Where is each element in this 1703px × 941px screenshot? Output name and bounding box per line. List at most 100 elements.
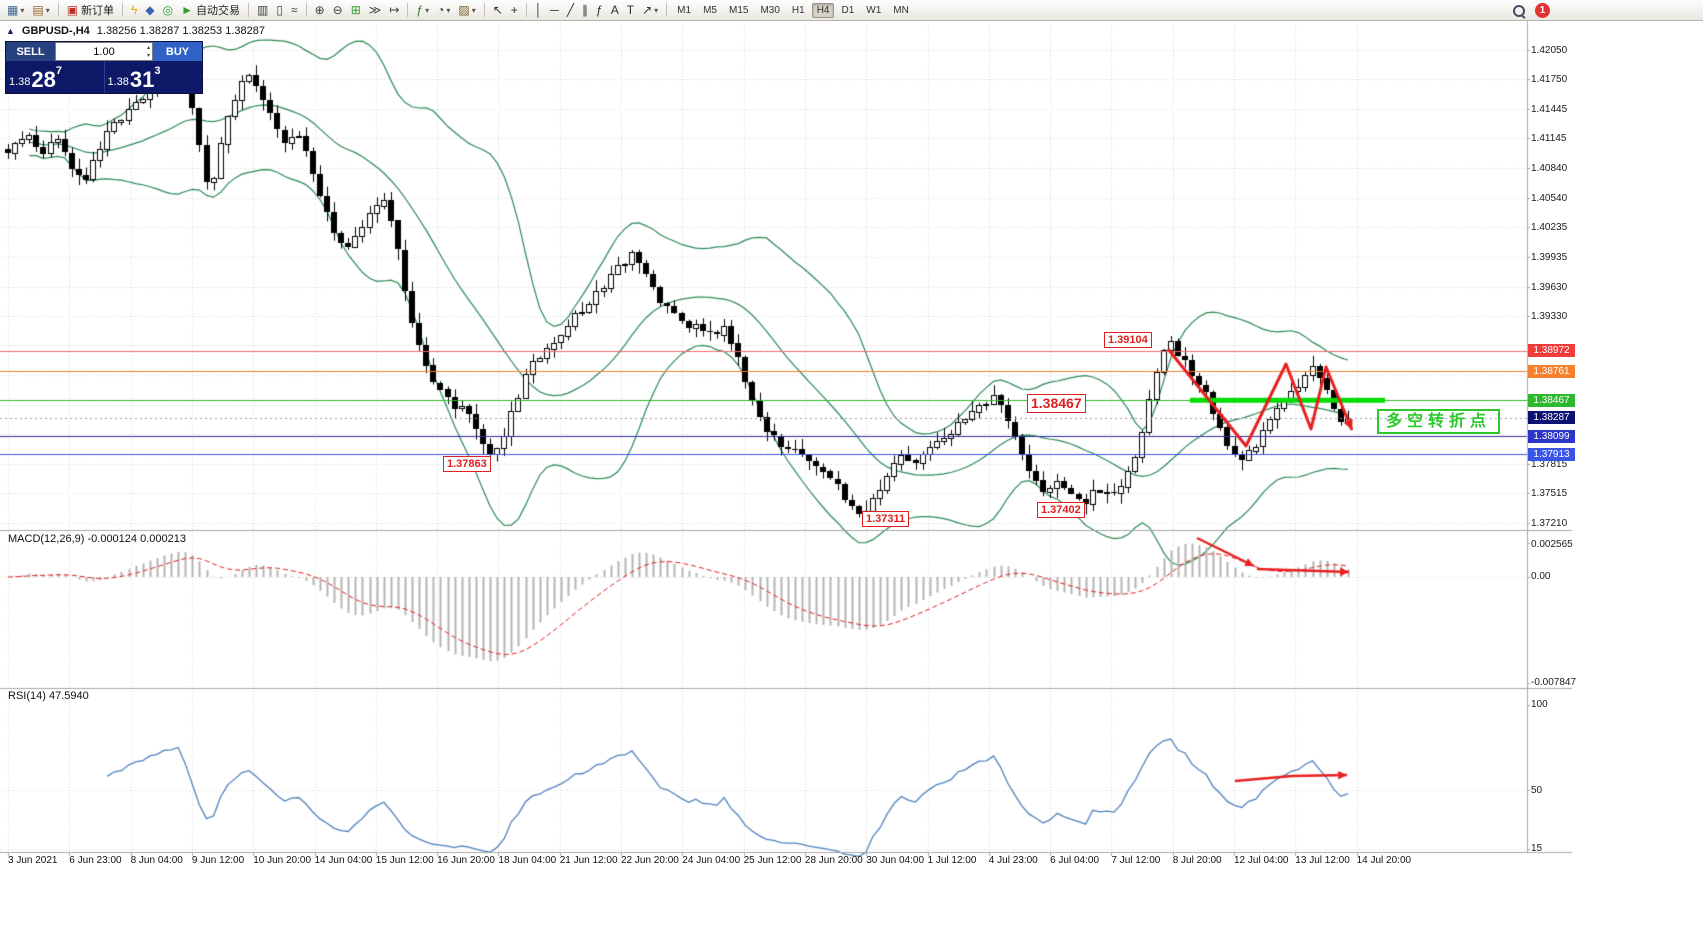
dropdown-caret-icon: ▾ [20,5,25,15]
new-order-button[interactable]: ▣ 新订单 [64,2,117,19]
timeframe-m30-button[interactable]: M30 [760,4,780,16]
fibonacci-icon[interactable]: ƒ [593,2,606,19]
price-annotation: 1.38467 [1027,394,1086,413]
price-axis-tick: 1.40235 [1531,222,1568,234]
timeframe-mn-button[interactable]: MN [893,4,909,16]
toolbar-separator [525,3,527,17]
sell-price-prefix: 1.38 [9,76,31,88]
text-icon[interactable]: T [624,2,637,19]
macd-values: -0.000124 0.000213 [87,533,186,545]
horizontal-line-icon[interactable]: ─ [547,2,562,19]
dropdown-caret-icon: ▾ [425,5,430,15]
price-axis-tick: 1.41750 [1531,74,1568,86]
new-order-button-label: 新订单 [81,5,115,17]
dropdown-caret-icon: ▾ [471,5,476,15]
macd-scale-label: -0.007847 [1531,677,1577,688]
timeframe-h1-button[interactable]: H1 [791,4,805,16]
timeframe-h4-button[interactable]: H4 [811,2,835,18]
collapse-trade-panel-icon[interactable]: ▲ [6,26,15,36]
time-axis-label: 22 Jun 20:00 [621,855,679,866]
trade-prices-row: 1.38 28 7 1.38 31 3 [6,61,202,93]
vertical-line-icon[interactable]: │ [532,2,546,19]
market-watch-icon[interactable]: ◆ [142,2,157,19]
buy-price-display[interactable]: 1.38 31 3 [103,61,203,93]
macd-scale-label: 0.00 [1531,571,1551,582]
auto-scroll-icon[interactable]: ≫ [366,2,385,19]
time-axis-label: 18 Jun 04:00 [498,855,557,866]
zoom-in-icon[interactable]: ⊕ [312,2,328,19]
timeframe-w1-button[interactable]: W1 [866,4,882,16]
toolbar-items: ▦ ▾ ▤ ▾ ▣ 新订单 ϟ ◆ ◎ ► 自动交易 ▥ ▯ ≈ ⊕ ⊖ ⊞ ≫ ↦ ƒ ▾ ◔ ▾ ▨ ▾ ↖ + │ ─ ╱ ∥ ƒ A T ↗… [3,0,915,21]
profiles-icon[interactable]: ▤ ▾ [29,2,52,19]
macd-indicator-label: MACD(12,26,9) -0.000124 0.000213 [8,533,186,545]
cursor-icon[interactable]: ↖ [490,2,506,19]
auto-scroll-icon: ≫ [368,3,382,17]
trendline-icon: ╱ [566,3,575,17]
sell-button[interactable]: SELL [6,42,55,61]
volume-spinner[interactable]: ▴ ▾ [147,44,150,60]
info-icon[interactable]: ◎ [160,2,176,19]
time-axis-label: 9 Jun 12:00 [191,855,245,866]
tile-windows-icon[interactable]: ⊞ [348,2,364,19]
price-tag: 1.38287 [1528,411,1575,425]
crosshair-icon[interactable]: + [508,2,521,19]
sell-price-big: 28 [31,67,56,92]
toolbar-right: 1 [1512,3,1550,18]
price-axis-tick: 1.37210 [1531,518,1568,529]
chart-header: ▲ GBPUSD-,H4 1.38256 1.38287 1.38253 1.3… [6,25,265,37]
periods-icon[interactable]: ◔ ▾ [434,2,453,19]
buy-price-prefix: 1.38 [107,76,129,88]
timeframe-d1-button[interactable]: D1 [841,4,855,16]
templates-icon: ▨ [458,3,470,17]
fibonacci-icon: ƒ [596,3,603,17]
new-chart-icon[interactable]: ▦ ▾ [4,2,27,19]
price-axis-tick: 1.40840 [1531,163,1568,175]
sell-price-display[interactable]: 1.38 28 7 [6,61,104,93]
lightning-icon[interactable]: ϟ [128,2,140,19]
text-label-icon[interactable]: A [608,2,622,19]
volume-input[interactable]: 1.00 ▴ ▾ [55,42,153,61]
auto-trading-icon: ► [181,3,194,17]
timeframe-m15-button[interactable]: M15 [728,4,749,16]
templates-icon[interactable]: ▨ ▾ [455,2,478,19]
price-axis-tick: 1.41145 [1531,133,1567,145]
auto-trading-button[interactable]: ► 自动交易 [178,2,243,19]
price-axis-tick: 1.39630 [1531,281,1568,293]
price-axis-tick: 1.41445 [1531,104,1568,116]
time-axis-label: 14 Jun 04:00 [314,855,373,866]
bar-chart-icon[interactable]: ▥ [254,2,271,19]
spinner-up-icon[interactable]: ▴ [146,45,150,51]
candlestick-chart-icon: ▯ [276,3,283,17]
channel-icon[interactable]: ∥ [579,2,591,19]
price-annotation: 1.37402 [1037,502,1085,518]
toolbar-separator [122,3,124,17]
time-axis-label: 15 Jun 12:00 [375,855,434,866]
rsi-scale-label: 50 [1531,785,1543,796]
trendline-icon[interactable]: ╱ [564,2,577,19]
trade-controls-row: SELL 1.00 ▴ ▾ BUY [6,42,202,61]
toolbar-separator [305,3,307,17]
chart-ohlc-values: 1.38256 1.38287 1.38253 1.38287 [96,25,265,37]
timeframe-m5-button[interactable]: M5 [703,4,717,16]
toolbar-separator [57,3,59,17]
chart-shift-icon[interactable]: ↦ [386,2,402,19]
time-axis-label: 13 Jul 12:00 [1295,855,1350,866]
time-axis-label: 6 Jun 23:00 [69,855,122,866]
rsi-name: RSI(14) [8,690,46,702]
spinner-down-icon[interactable]: ▾ [146,53,150,59]
indicators-icon[interactable]: ƒ ▾ [413,2,432,19]
search-icon[interactable] [1512,4,1526,18]
timeframe-m1-button[interactable]: M1 [677,4,692,16]
line-chart-icon[interactable]: ≈ [288,2,301,19]
candlestick-chart-icon[interactable]: ▯ [273,2,286,19]
time-axis-label: 25 Jun 12:00 [743,855,802,866]
horizontal-line-icon: ─ [550,3,559,17]
notification-badge[interactable]: 1 [1535,3,1550,18]
time-axis-label: 14 Jul 20:00 [1356,855,1412,866]
price-annotation: 1.39104 [1104,332,1152,348]
zoom-out-icon[interactable]: ⊖ [330,2,346,19]
arrows-tool-icon[interactable]: ↗ ▾ [639,2,661,19]
buy-button[interactable]: BUY [153,42,202,61]
